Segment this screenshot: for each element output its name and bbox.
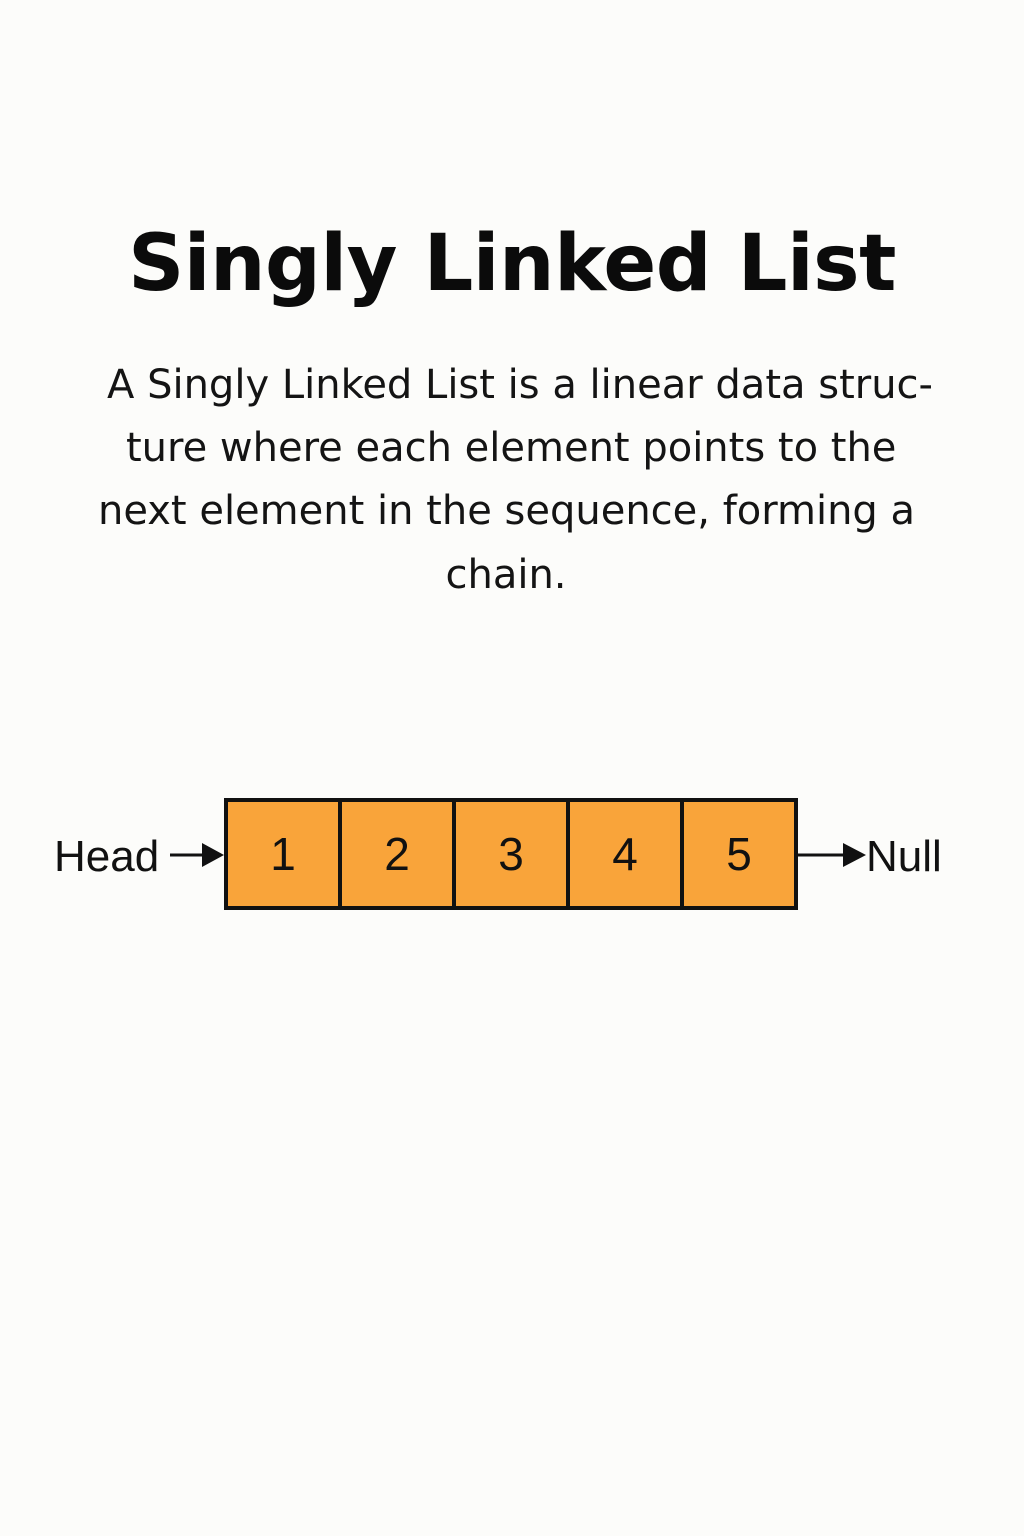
head-arrow-icon [202,843,224,867]
node-1: 1 [224,798,342,910]
page-title: Singly Linked List [128,219,896,309]
null-arrow-icon [843,843,866,867]
head-label: Head [54,832,159,881]
node-5: 5 [680,798,798,910]
node-value: 1 [270,828,296,880]
linked-list-diagram: Head 1 2 3 4 5 Null [54,798,942,910]
node-box [452,798,570,910]
node-box [338,798,456,910]
node-value: 2 [384,828,410,880]
node-value: 5 [726,828,752,880]
description-line-4: chain. [445,552,567,598]
description-line-1: A Singly Linked List is a linear data st… [107,362,933,408]
node-value: 3 [498,828,524,880]
null-label: Null [866,832,942,881]
description-line-3: next element in the sequence, forming a [98,488,916,534]
node-3: 3 [452,798,570,910]
node-4: 4 [566,798,684,910]
node-value: 4 [612,828,638,880]
node-2: 2 [338,798,456,910]
description-line-2: ture where each element points to the [126,425,897,471]
